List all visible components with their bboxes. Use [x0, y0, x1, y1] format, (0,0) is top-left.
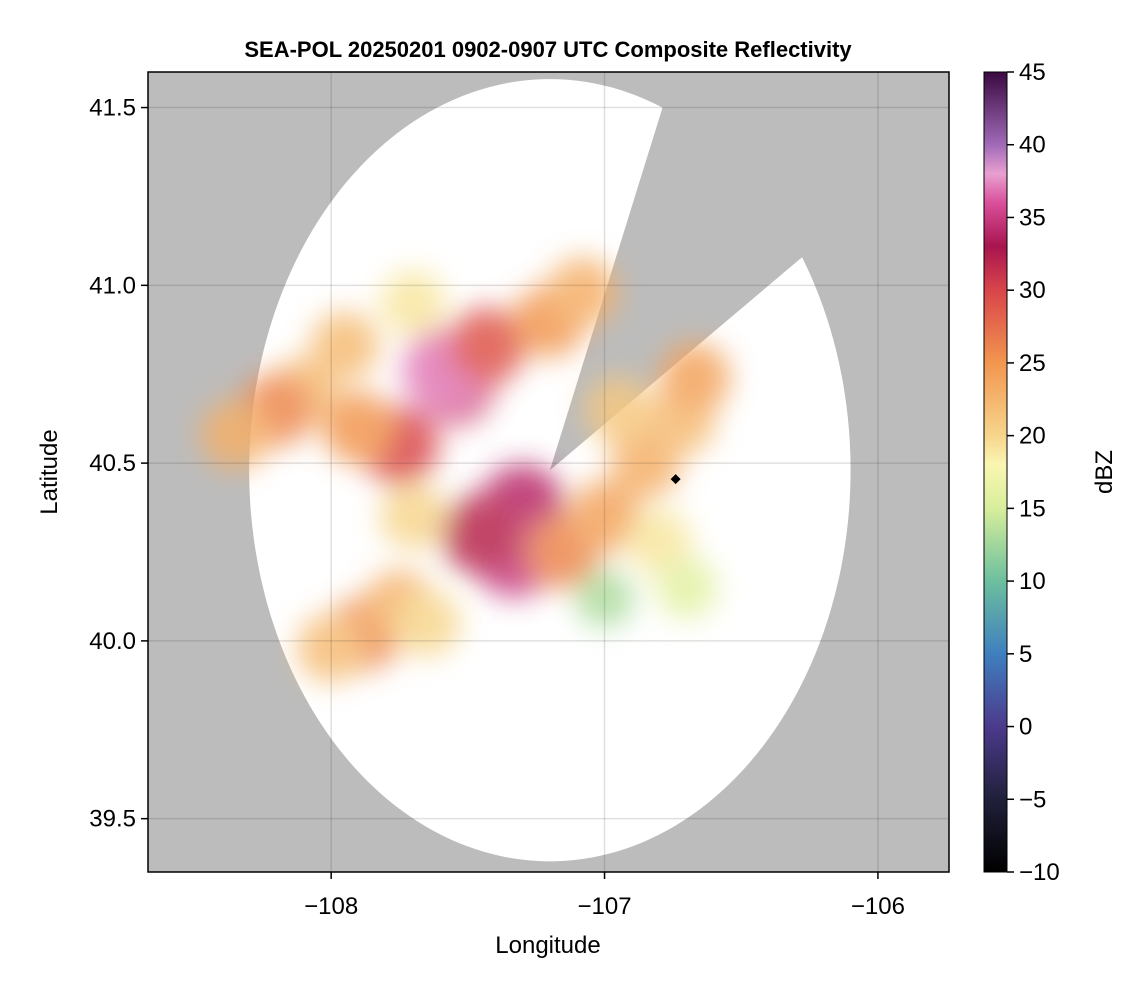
echo-point — [441, 494, 522, 575]
echo-point — [584, 376, 652, 444]
y-axis-label: Latitude — [36, 429, 63, 514]
x-tick-label: −107 — [578, 893, 632, 920]
y-tick-label: 40.5 — [89, 450, 136, 477]
echo-point — [575, 569, 634, 628]
echo-point — [547, 257, 618, 328]
echo-point — [626, 508, 692, 574]
reflectivity-echoes — [200, 257, 731, 683]
x-axis-label: Longitude — [495, 932, 600, 959]
colorbar-tick-label: 25 — [1019, 350, 1046, 377]
echo-point — [393, 590, 460, 657]
colorbar-strip — [983, 71, 1008, 873]
grid-lines — [148, 72, 949, 872]
colorbar-tick-label: 15 — [1019, 495, 1046, 522]
colorbar: −10 −5 0 5 10 15 20 25 30 35 40 45 dBZ — [983, 59, 1118, 886]
colorbar-ticks: −10 −5 0 5 10 15 20 25 30 35 40 45 — [1007, 59, 1060, 886]
colorbar-tick-label: 0 — [1019, 714, 1032, 741]
colorbar-tick-label: −10 — [1019, 859, 1060, 886]
y-tick-label: 41.5 — [89, 95, 136, 122]
echo-point — [296, 613, 366, 683]
echo-point — [310, 311, 380, 380]
y-tick-label: 41.0 — [89, 272, 136, 299]
y-axis: 39.5 40.0 40.5 41.0 41.5 — [89, 95, 148, 833]
x-tick-label: −106 — [851, 893, 905, 920]
colorbar-tick-label: 45 — [1019, 59, 1046, 86]
colorbar-tick-label: 35 — [1019, 204, 1046, 231]
y-tick-label: 39.5 — [89, 806, 136, 833]
echo-point — [569, 481, 640, 552]
plot-frame — [147, 71, 950, 873]
echo-point — [448, 307, 526, 385]
location-marker — [670, 474, 681, 485]
plot-area — [148, 72, 949, 872]
echo-point — [659, 342, 731, 414]
colorbar-tick-label: 5 — [1019, 641, 1032, 668]
x-tick-label: −108 — [304, 893, 358, 920]
echo-point — [380, 270, 446, 336]
echo-point — [380, 483, 447, 550]
colorbar-tick-label: 40 — [1019, 132, 1046, 159]
echo-point — [655, 556, 718, 619]
colorbar-tick-label: 10 — [1019, 568, 1046, 595]
echo-point — [322, 391, 395, 464]
echo-point — [200, 399, 271, 470]
colorbar-label: dBZ — [1091, 450, 1118, 494]
chart-title: SEA-POL 20250201 0902-0907 UTC Composite… — [244, 37, 852, 62]
colorbar-tick-label: 20 — [1019, 423, 1046, 450]
y-tick-label: 40.0 — [89, 628, 136, 655]
colorbar-tick-label: −5 — [1019, 786, 1046, 813]
x-axis: −108 −107 −106 — [304, 872, 905, 920]
colorbar-tick-label: 30 — [1019, 277, 1046, 304]
